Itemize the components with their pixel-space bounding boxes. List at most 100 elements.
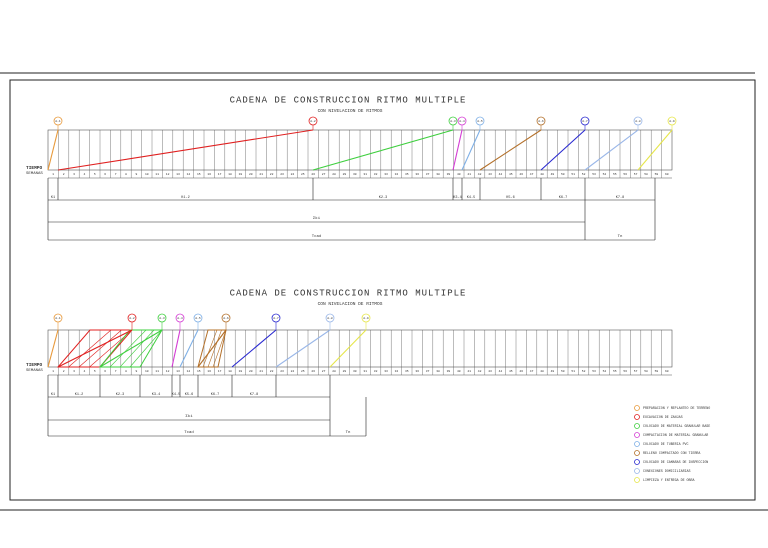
- activity-hatch: [129, 329, 163, 368]
- week-number: 4: [83, 370, 85, 373]
- diagram-subtitle: CON NIVELACION DE RITMOS: [318, 301, 383, 307]
- activity-label: A-3: [159, 317, 165, 320]
- week-number: 1: [52, 370, 54, 373]
- week-number: 60: [665, 370, 669, 373]
- activity-hatch: [207, 329, 222, 368]
- activity-label: A-7: [582, 120, 588, 123]
- interval-label: K4-5: [172, 393, 180, 397]
- activity-label: A-7: [273, 317, 279, 320]
- legend-label: COLOCADO DE CAMARAS DE INSPECCION: [643, 460, 708, 464]
- week-number: 20: [249, 173, 253, 176]
- week-number: 51: [571, 370, 575, 373]
- week-number: 12: [166, 173, 170, 176]
- activity-marker: [221, 313, 231, 323]
- week-number: 11: [155, 173, 159, 176]
- week-number: 24: [291, 173, 295, 176]
- week-number: 54: [603, 370, 607, 373]
- activity-label: A-6: [223, 317, 229, 320]
- legend-marker: [634, 450, 640, 456]
- week-number: 40: [457, 173, 461, 176]
- week-number: 47: [530, 173, 534, 176]
- week-number: 28: [332, 173, 336, 176]
- week-number: 29: [343, 370, 347, 373]
- activity-line: [47, 329, 59, 368]
- axis-label: SEMANAS: [26, 369, 43, 373]
- activity-hatch: [68, 329, 112, 368]
- week-number: 53: [592, 173, 596, 176]
- week-number: 46: [519, 370, 523, 373]
- week-number: 17: [218, 370, 222, 373]
- axis-label: TIEMPO: [26, 362, 43, 368]
- week-number: 43: [488, 173, 492, 176]
- week-number: 1: [52, 173, 54, 176]
- interval-label: K1: [51, 196, 55, 200]
- week-number: 49: [551, 173, 555, 176]
- week-number: 35: [405, 173, 409, 176]
- week-number: 31: [363, 173, 367, 176]
- activity-marker: [361, 313, 371, 323]
- week-number: 58: [644, 370, 648, 373]
- legend-label: COMPACTACION DE MATERIAL GRANULAR: [643, 433, 708, 437]
- activity-hatch: [78, 329, 122, 368]
- week-number: 13: [176, 370, 180, 373]
- week-number: 14: [187, 370, 191, 373]
- activity-line: [540, 129, 586, 171]
- activity-label: A-4: [177, 317, 183, 320]
- week-number: 22: [270, 173, 274, 176]
- activity-line: [329, 329, 367, 368]
- activity-label: A-2: [310, 120, 316, 123]
- legend-label: PREPARACION Y REPLANTEO DE TERRENO: [643, 406, 710, 410]
- axis-label: SEMANAS: [26, 172, 43, 176]
- activity-line: [197, 329, 227, 368]
- activity-marker: [308, 116, 318, 126]
- week-number: 21: [259, 173, 263, 176]
- week-number: 60: [665, 173, 669, 176]
- week-number: 4: [83, 173, 85, 176]
- interval-label: K7-8: [616, 196, 624, 200]
- interval-label: K6-7: [559, 196, 567, 200]
- week-number: 32: [374, 370, 378, 373]
- legend-label: EXCAVACION DE ZANJAS: [643, 415, 683, 419]
- activity-line: [231, 329, 277, 368]
- week-number: 56: [623, 173, 627, 176]
- week-number: 29: [343, 173, 347, 176]
- week-number: 8: [125, 173, 127, 176]
- week-number: 23: [280, 173, 284, 176]
- week-number: 26: [311, 370, 315, 373]
- activity-line: [179, 329, 199, 368]
- legend-label: LIMPIEZA Y ENTREGA DE OBRA: [643, 478, 694, 482]
- activity-marker: [127, 313, 137, 323]
- sum-label: Σki: [185, 414, 193, 419]
- week-number: 55: [613, 173, 617, 176]
- week-number: 9: [135, 173, 137, 176]
- total-label: Tcad: [312, 234, 322, 239]
- activity-hatch: [119, 329, 155, 368]
- week-number: 3: [73, 173, 75, 176]
- week-number: 25: [301, 370, 305, 373]
- week-number: 13: [176, 173, 180, 176]
- activity-label: A-9: [363, 317, 369, 320]
- week-number: 39: [447, 173, 451, 176]
- legend-marker: [634, 441, 640, 447]
- week-number: 17: [218, 173, 222, 176]
- week-number: 30: [353, 370, 357, 373]
- interval-label: K5-6: [185, 393, 193, 397]
- week-number: 37: [426, 173, 430, 176]
- activity-line: [637, 129, 673, 171]
- week-number: 47: [530, 370, 534, 373]
- week-number: 57: [634, 173, 638, 176]
- interval-label: K6-7: [211, 393, 219, 397]
- activity-label: A-6: [538, 120, 544, 123]
- week-number: 31: [363, 370, 367, 373]
- activity-label: A-1: [55, 120, 61, 123]
- week-number: 33: [384, 173, 388, 176]
- interval-label: K7-8: [250, 393, 258, 397]
- activity-label: A-8: [327, 317, 333, 320]
- diagram-title: CADENA DE CONSTRUCCION RITMO MULTIPLE: [230, 95, 467, 105]
- activity-line: [171, 329, 181, 368]
- interval-label: K2-3: [116, 393, 124, 397]
- week-number: 6: [104, 370, 106, 373]
- week-number: 25: [301, 173, 305, 176]
- last-label: Tn: [618, 235, 623, 239]
- week-number: 18: [228, 370, 232, 373]
